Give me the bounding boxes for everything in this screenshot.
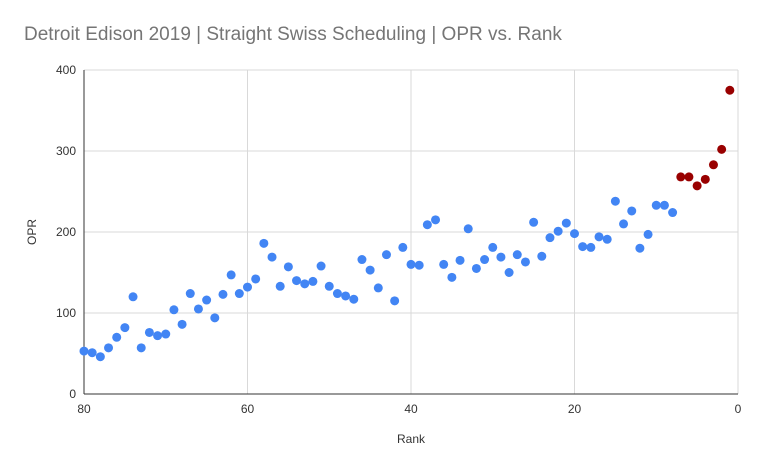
data-point (177, 319, 187, 329)
data-point (202, 295, 212, 305)
data-point-highlight (700, 174, 710, 184)
data-point (390, 296, 400, 306)
data-point (357, 255, 367, 265)
data-point (447, 272, 457, 282)
data-point (332, 289, 342, 299)
data-point (128, 292, 138, 302)
data-point (79, 346, 89, 356)
data-point (561, 218, 571, 228)
data-point (594, 232, 604, 242)
data-point (169, 305, 179, 315)
x-tick-label: 20 (568, 402, 582, 416)
data-point (422, 220, 432, 230)
data-point (120, 323, 130, 333)
y-tick-label: 400 (56, 63, 76, 77)
data-point-highlight (717, 144, 727, 154)
data-points (79, 85, 735, 362)
data-point (251, 274, 261, 284)
x-tick-label: 0 (735, 402, 742, 416)
data-point (553, 226, 563, 236)
data-point (136, 343, 146, 353)
data-point (365, 265, 375, 275)
data-point (602, 234, 612, 244)
data-point (570, 229, 579, 239)
data-point (488, 242, 498, 252)
data-point (463, 224, 473, 234)
data-point (586, 242, 596, 252)
data-point (275, 281, 285, 291)
data-point (87, 348, 97, 358)
data-point (234, 289, 244, 299)
data-point (627, 206, 637, 216)
data-point (349, 294, 359, 304)
data-point (300, 279, 310, 289)
data-point-highlight (692, 181, 702, 191)
data-point (520, 257, 530, 267)
axes (83, 70, 738, 395)
data-point (439, 259, 449, 269)
data-point-highlight (676, 172, 686, 182)
data-point (480, 255, 490, 265)
data-point (431, 215, 441, 225)
x-tick-label: 60 (241, 402, 255, 416)
data-point (341, 291, 351, 301)
data-point (512, 250, 522, 260)
data-point (324, 281, 334, 291)
chart-title: Detroit Edison 2019 | Straight Swiss Sch… (24, 24, 562, 45)
data-point (104, 343, 114, 353)
data-point (381, 250, 391, 260)
data-point (185, 289, 195, 299)
data-point (161, 329, 171, 339)
y-tick-label: 200 (56, 225, 76, 239)
data-point (471, 263, 481, 273)
data-point (496, 252, 506, 262)
y-axis-label: OPR (25, 219, 39, 245)
data-point (455, 255, 465, 265)
data-point (398, 242, 408, 252)
data-point (308, 276, 318, 286)
data-point (210, 313, 220, 323)
data-point (218, 289, 228, 299)
data-point-highlight (725, 85, 735, 95)
data-point (545, 233, 555, 243)
data-point (267, 252, 277, 262)
data-point (504, 268, 514, 277)
data-point (529, 217, 539, 227)
y-tick-label: 0 (69, 387, 76, 401)
x-axis-label: Rank (397, 432, 426, 446)
x-tick-label: 40 (404, 402, 418, 416)
data-point (144, 327, 154, 337)
y-tick-label: 300 (56, 144, 76, 158)
data-point (95, 352, 105, 362)
data-point-highlight (708, 160, 718, 170)
data-point (651, 200, 661, 210)
data-point (578, 242, 588, 252)
data-point (537, 251, 547, 261)
data-point (643, 229, 653, 239)
gridlines (84, 69, 739, 394)
data-point (226, 270, 236, 280)
data-point-highlight (684, 172, 694, 182)
data-point (619, 219, 629, 229)
data-point (153, 331, 163, 341)
x-tick-label: 80 (77, 402, 91, 416)
data-point (243, 282, 252, 292)
data-point (259, 238, 269, 248)
data-point (610, 196, 620, 206)
y-tick-label: 100 (56, 306, 76, 320)
data-point (635, 243, 645, 253)
data-point (283, 262, 293, 272)
data-point (316, 261, 326, 271)
data-point (406, 259, 416, 269)
data-point (659, 200, 669, 210)
data-point (292, 276, 302, 286)
data-point (193, 304, 203, 314)
data-point (112, 332, 122, 342)
data-point (373, 283, 383, 293)
data-point (414, 260, 424, 270)
data-point (668, 208, 678, 218)
